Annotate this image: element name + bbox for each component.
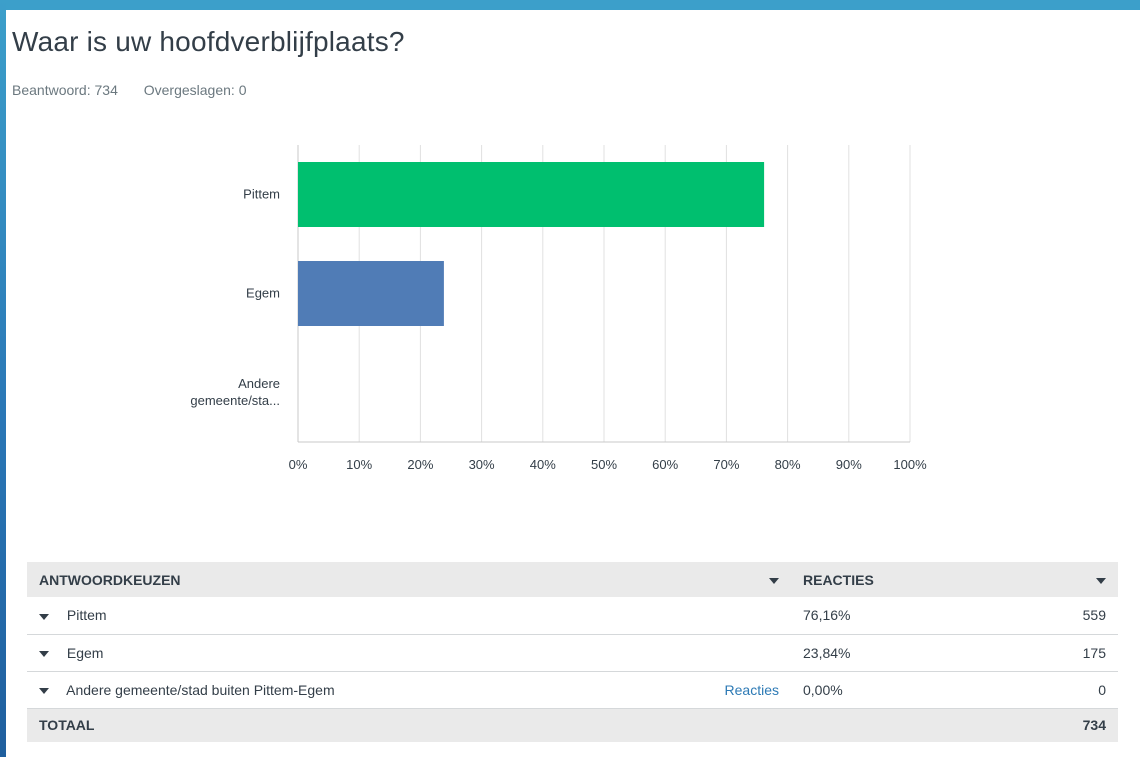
expand-caret-icon[interactable] [39, 650, 49, 657]
header-choice-label: ANTWOORDKEUZEN [39, 571, 181, 588]
table-row: Egem 23,84% 175 [27, 634, 1118, 671]
sort-caret-icon[interactable] [1096, 577, 1106, 584]
x-tick-label: 0% [289, 457, 308, 472]
x-tick-label: 50% [591, 457, 617, 472]
answered-count: Beantwoord: 734 [12, 82, 118, 98]
table-header: ANTWOORDKEUZEN REACTIES [27, 562, 1118, 597]
x-tick-label: 40% [530, 457, 556, 472]
question-title: Waar is uw hoofdverblijfplaats? [12, 26, 405, 57]
category-label: Pittem [243, 187, 280, 202]
choice-cell: Egem [27, 634, 791, 671]
pct-cell: 0,00% [803, 681, 843, 698]
x-tick-label: 80% [775, 457, 801, 472]
x-tick-label: 30% [469, 457, 495, 472]
choice-cell: Pittem [27, 597, 791, 634]
x-tick-label: 90% [836, 457, 862, 472]
count-cell: 175 [1082, 644, 1106, 661]
x-tick-label: 20% [407, 457, 433, 472]
sort-caret-icon[interactable] [769, 577, 779, 584]
bar [298, 162, 765, 227]
bar-chart: 0% 10% 20% 30% 40% 50% 60% 70% 80% 90% 100% Pittem E… [190, 145, 927, 472]
pct-cell: 23,84% [803, 644, 851, 661]
results-table: ANTWOORDKEUZEN REACTIES Pittem 76,16% 55… [27, 562, 1118, 742]
total-row: TOTAAL 734 [27, 708, 1118, 742]
x-tick-label: 100% [893, 457, 927, 472]
responses-link[interactable]: Reacties [724, 681, 779, 698]
expand-caret-icon[interactable] [39, 613, 49, 620]
count-cell: 559 [1082, 607, 1106, 624]
choice-label: Egem [66, 644, 104, 661]
window-top-border [0, 0, 1140, 10]
table-row: Andere gemeente/stad buiten Pittem-Egem … [27, 671, 1118, 708]
header-responses[interactable]: REACTIES [791, 562, 1118, 597]
header-choice[interactable]: ANTWOORDKEUZEN [27, 562, 791, 597]
expand-caret-icon[interactable] [39, 687, 49, 694]
question-panel: Waar is uw hoofdverblijfplaats? Beantwoo… [6, 10, 1140, 757]
category-label: Egem [246, 286, 280, 301]
total-empty [791, 708, 985, 742]
choice-label: Andere gemeente/stad buiten Pittem-Egem [66, 681, 335, 698]
x-tick-label: 60% [652, 457, 678, 472]
window-left-border [0, 0, 6, 757]
header-responses-label: REACTIES [803, 571, 874, 588]
total-count: 734 [1082, 717, 1106, 734]
choice-cell: Andere gemeente/stad buiten Pittem-Egem … [27, 671, 791, 708]
x-tick-label: 70% [713, 457, 739, 472]
total-label: TOTAAL [39, 717, 95, 734]
category-label: Andere [238, 376, 280, 391]
pct-cell: 76,16% [803, 607, 851, 624]
choice-label: Pittem [66, 607, 107, 624]
table-row: Pittem 76,16% 559 [27, 597, 1118, 634]
x-tick-label: 10% [346, 457, 372, 472]
response-stats: Beantwoord: 734 Overgeslagen: 0 [12, 82, 268, 98]
skipped-count: Overgeslagen: 0 [143, 82, 247, 98]
bar [298, 261, 444, 326]
category-label: gemeente/sta... [190, 393, 280, 408]
count-cell: 0 [1098, 681, 1106, 698]
